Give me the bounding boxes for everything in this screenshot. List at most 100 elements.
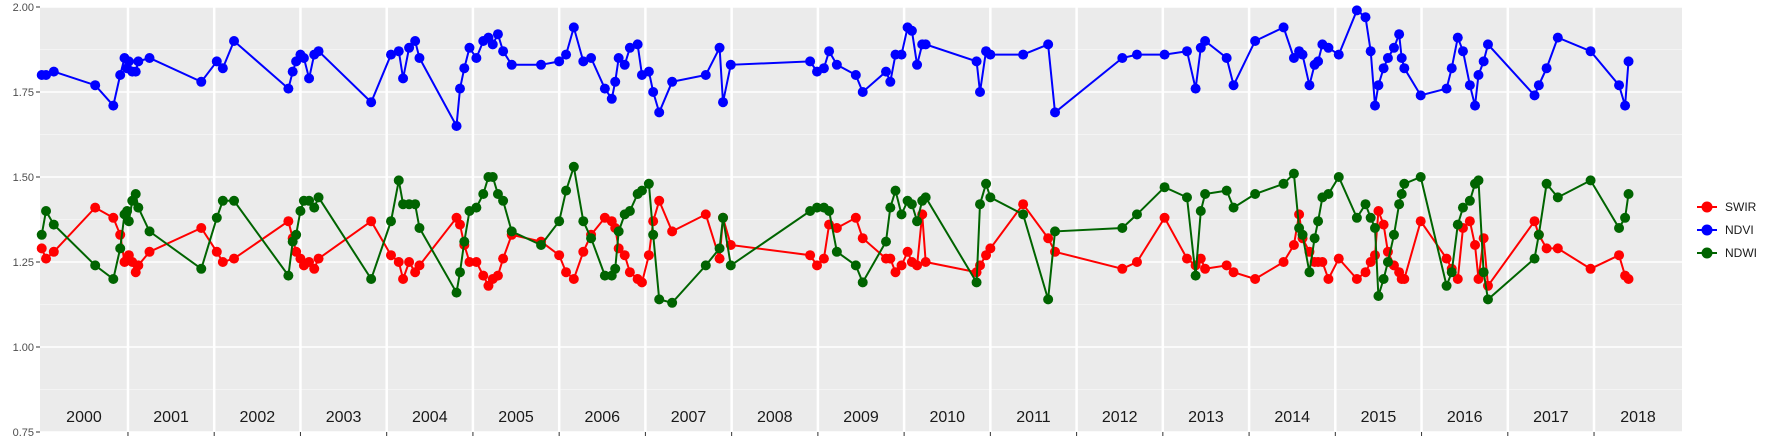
data-point-ndwi (700, 260, 711, 271)
data-point-ndwi (714, 243, 725, 254)
data-point-swir (48, 246, 59, 257)
data-point-ndvi (1446, 63, 1457, 74)
data-point-ndwi (414, 223, 425, 233)
data-point-ndwi (1533, 229, 1544, 240)
data-point-ndvi (451, 121, 462, 131)
data-point-ndvi (610, 76, 621, 87)
legend-swatch (1701, 201, 1713, 213)
data-point-swir (414, 260, 425, 271)
data-point-ndvi (648, 87, 659, 97)
data-point-ndvi (304, 73, 315, 84)
data-point-ndwi (912, 216, 923, 227)
data-point-ndvi (561, 49, 572, 60)
data-point-swir (885, 253, 896, 264)
data-point-ndwi (1221, 185, 1232, 196)
data-point-ndvi (492, 29, 503, 40)
data-point-swir (1323, 274, 1334, 284)
data-point-ndvi (1388, 42, 1399, 53)
data-point-swir (398, 274, 409, 284)
data-point-ndwi (554, 216, 565, 227)
legend-swatch (1701, 224, 1713, 236)
data-point-ndwi (41, 206, 52, 216)
data-point-ndwi (981, 178, 992, 189)
data-point-ndvi (624, 42, 635, 53)
data-point-ndvi (1333, 49, 1344, 60)
data-point-swir (1614, 250, 1625, 261)
data-point-ndvi (1620, 100, 1631, 111)
data-point-ndvi (1394, 29, 1405, 40)
data-point-ndvi (619, 59, 630, 70)
data-point-ndvi (1190, 83, 1201, 94)
data-point-swir (667, 226, 678, 237)
data-point-ndvi (850, 70, 861, 80)
data-point-swir (648, 216, 659, 227)
data-point-ndvi (454, 83, 465, 94)
year-label: 2006 (584, 409, 620, 426)
y-tick-label: 1.25 (13, 257, 34, 269)
data-point-ndwi (1278, 178, 1289, 189)
data-point-ndwi (906, 199, 917, 210)
data-point-ndvi (613, 53, 624, 63)
data-point-ndvi (404, 42, 415, 53)
data-point-ndvi (824, 46, 835, 57)
data-point-swir (313, 253, 324, 264)
data-point-ndwi (36, 229, 47, 240)
data-point-swir (850, 212, 861, 223)
data-point-ndvi (1181, 46, 1192, 57)
data-point-ndwi (1117, 223, 1128, 233)
data-point-ndvi (1018, 49, 1029, 60)
data-point-ndvi (568, 22, 579, 33)
data-point-ndwi (643, 178, 654, 189)
data-point-swir (404, 257, 415, 267)
series-ndwi (36, 161, 1634, 308)
year-label: 2003 (326, 409, 362, 426)
data-point-swir (654, 195, 665, 206)
data-point-ndwi (451, 287, 462, 298)
series-ndvi (36, 5, 1634, 131)
data-point-swir (1195, 253, 1206, 264)
data-point-ndwi (1478, 267, 1489, 278)
data-point-ndwi (812, 202, 823, 213)
data-point-ndvi (1373, 80, 1384, 91)
data-point-ndvi (298, 53, 309, 63)
data-point-ndwi (648, 229, 659, 240)
year-label: 2008 (757, 409, 793, 426)
data-point-swir (492, 270, 503, 281)
year-label: 2001 (153, 409, 189, 426)
data-point-ndwi (599, 270, 610, 281)
data-point-ndwi (654, 294, 665, 305)
data-point-swir (554, 250, 565, 261)
data-point-swir (1552, 243, 1563, 254)
data-point-swir (1018, 199, 1029, 210)
data-point-ndwi (896, 209, 907, 220)
data-point-ndvi (459, 63, 470, 74)
data-point-ndwi (217, 195, 228, 206)
data-point-ndvi (1250, 36, 1261, 46)
data-point-ndwi (1541, 178, 1552, 189)
data-point-ndvi (1200, 36, 1211, 46)
year-label: 2012 (1102, 409, 1138, 426)
legend-item-ndwi: NDWI (1697, 246, 1757, 260)
data-point-swir (1221, 260, 1232, 271)
data-point-ndvi (912, 59, 923, 70)
data-point-swir (624, 267, 635, 278)
data-point-swir (636, 277, 647, 288)
data-point-ndvi (211, 56, 222, 67)
data-point-ndwi (1394, 199, 1405, 210)
data-point-ndwi (1378, 274, 1389, 284)
year-label: 2017 (1533, 409, 1569, 426)
data-point-ndvi (1050, 107, 1061, 118)
data-point-ndvi (287, 66, 298, 77)
data-point-ndwi (1585, 175, 1596, 186)
data-point-swir (700, 209, 711, 220)
data-point-ndwi (1304, 267, 1315, 278)
data-point-ndwi (667, 297, 678, 308)
data-point-swir (1181, 253, 1192, 264)
data-point-swir (1043, 233, 1054, 244)
data-point-ndvi (1159, 49, 1170, 60)
data-point-ndvi (1541, 63, 1552, 74)
data-point-ndwi (610, 263, 621, 274)
data-point-ndvi (818, 63, 829, 74)
data-point-swir (902, 246, 913, 257)
data-point-swir (393, 257, 404, 267)
